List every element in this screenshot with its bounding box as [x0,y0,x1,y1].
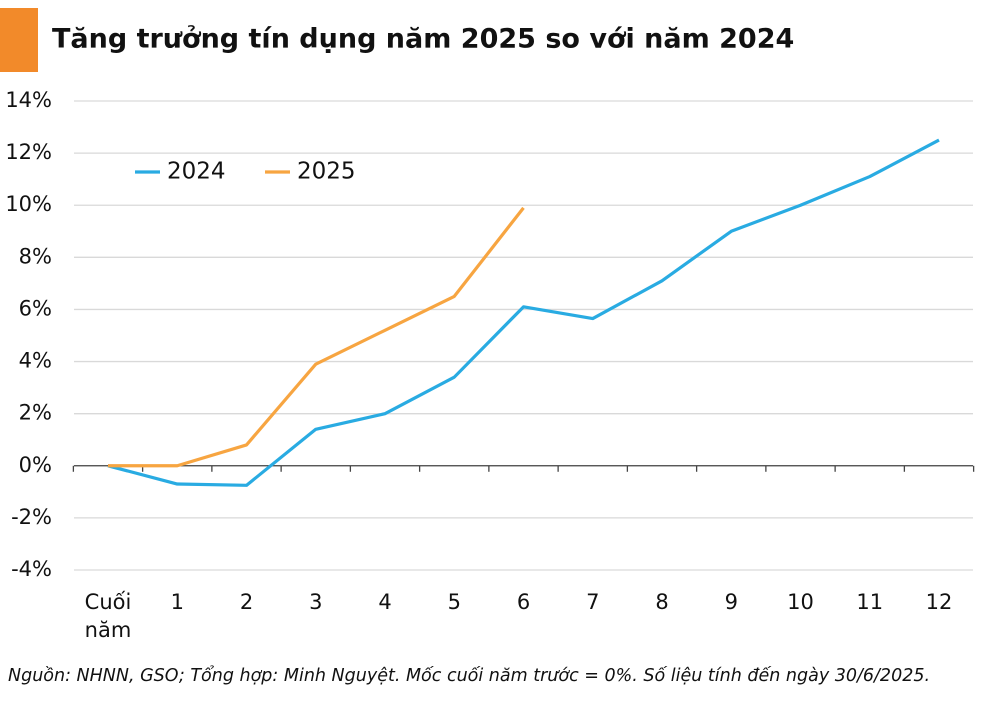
y-tick-label: 2% [19,401,52,425]
y-tick-label: 8% [19,244,52,268]
x-tick-label: 1 [171,590,184,614]
chart-title: Tăng trưởng tín dụng năm 2025 so với năm… [52,24,794,55]
x-tick-label: 4 [378,590,391,614]
y-tick-label: 10% [5,192,52,216]
x-tick-label: 2 [240,590,253,614]
legend-label: 2024 [167,159,226,185]
title-accent [0,8,38,72]
x-tick-label: 11 [856,590,883,614]
y-tick-label: 12% [5,140,52,164]
x-tick-label: 10 [787,590,814,614]
y-tick-label: -4% [11,557,52,581]
legend-label: 2025 [297,159,356,185]
x-tick-label: 9 [725,590,738,614]
y-tick-label: -2% [11,505,52,529]
y-tick-label: 14% [5,88,52,112]
x-tick-label: 12 [926,590,953,614]
x-tick-label: 7 [586,590,599,614]
y-tick-label: 4% [19,349,52,373]
x-tick-label: 6 [517,590,530,614]
source-note: Nguồn: NHNN, GSO; Tổng hợp: Minh Nguyệt.… [8,665,930,686]
y-tick-label: 6% [19,296,52,320]
x-tick-label: 5 [448,590,461,614]
x-tick-label: 8 [655,590,668,614]
y-tick-label: 0% [19,453,52,477]
series-line [107,138,940,487]
x-tick-label: Cuối năm [85,590,132,642]
series-line [108,206,525,468]
x-tick-label: 3 [309,590,322,614]
